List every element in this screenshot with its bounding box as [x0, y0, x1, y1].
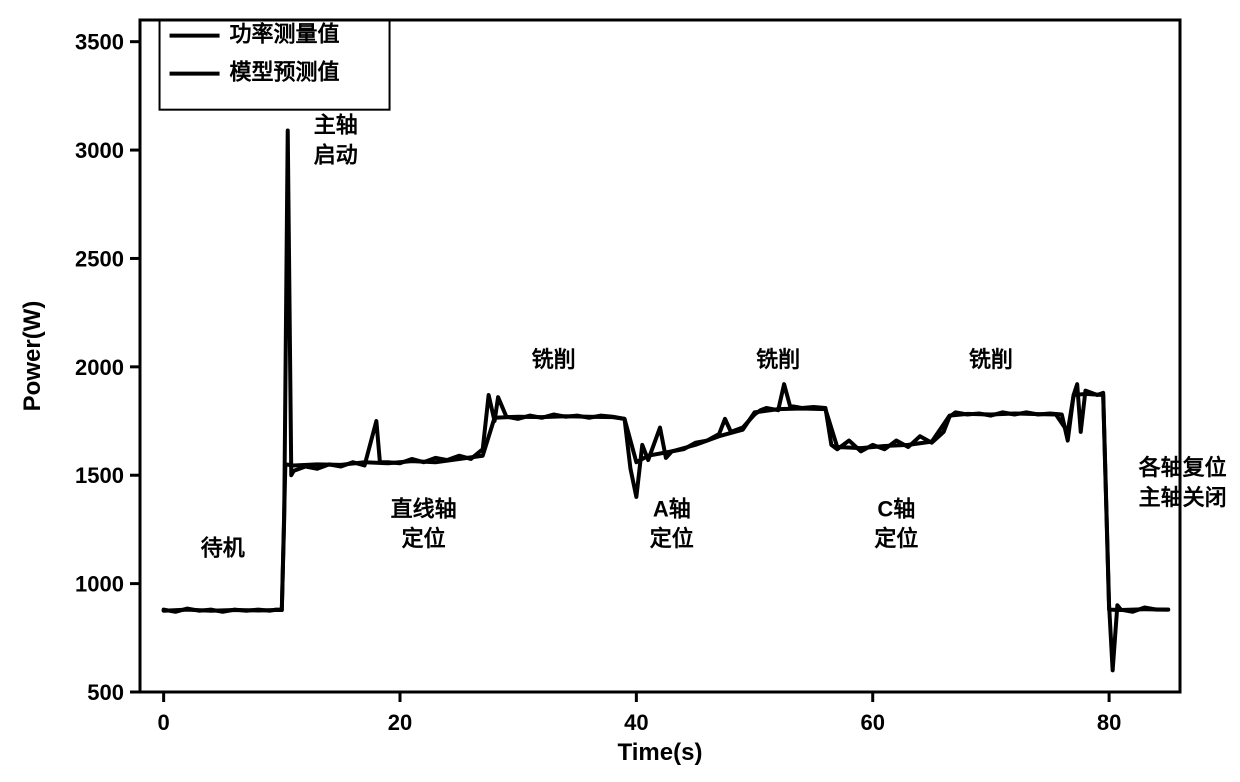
svg-text:60: 60 — [860, 710, 884, 735]
chart-annotation: A轴 — [653, 496, 691, 521]
chart-annotation: C轴 — [877, 496, 915, 521]
chart-annotation: 直线轴 — [391, 496, 457, 521]
svg-text:1000: 1000 — [75, 572, 124, 597]
svg-text:3000: 3000 — [75, 138, 124, 163]
legend-item-label: 模型预测值 — [230, 60, 340, 85]
chart-annotation: 主轴 — [314, 113, 358, 138]
svg-text:1500: 1500 — [75, 463, 124, 488]
svg-text:40: 40 — [624, 710, 648, 735]
chart-annotation: 定位 — [874, 526, 918, 551]
svg-text:2000: 2000 — [75, 355, 124, 380]
svg-text:2500: 2500 — [75, 246, 124, 271]
svg-text:Time(s): Time(s) — [618, 739, 703, 766]
chart-annotation: 铣削 — [756, 347, 800, 372]
svg-text:3500: 3500 — [75, 30, 124, 55]
svg-text:80: 80 — [1097, 710, 1121, 735]
chart-annotation: 铣削 — [532, 347, 576, 372]
chart-annotation: 启动 — [314, 142, 358, 167]
chart-annotation: 各轴复位 — [1138, 455, 1227, 480]
legend-item-label: 功率测量值 — [230, 22, 340, 47]
power-time-chart: 0 20 40 60 80 500 1000 1500 2000 2500 3000 3500 Time… — [0, 0, 1240, 782]
svg-text:500: 500 — [87, 680, 124, 705]
svg-text:0: 0 — [158, 710, 170, 735]
chart-svg: 0 20 40 60 80 500 1000 1500 2000 2500 3000 3500 Time… — [0, 0, 1240, 782]
chart-annotation: 定位 — [650, 526, 694, 551]
svg-text:20: 20 — [388, 710, 412, 735]
chart-annotation: 主轴关闭 — [1139, 485, 1227, 510]
chart-annotation: 铣削 — [969, 347, 1013, 372]
svg-text:Power(W): Power(W) — [19, 301, 46, 412]
chart-annotation: 待机 — [201, 535, 245, 560]
chart-annotation: 定位 — [402, 526, 446, 551]
